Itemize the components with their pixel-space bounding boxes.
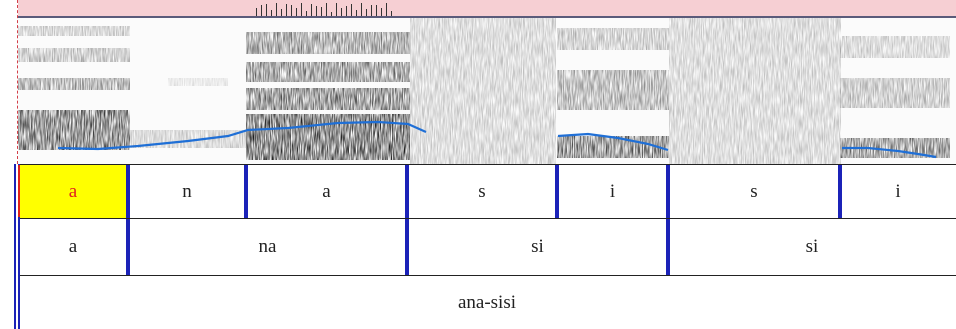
- tier-left-edge: [18, 164, 20, 329]
- waveform-tick: [346, 6, 347, 16]
- time-cursor[interactable]: [17, 0, 18, 164]
- syllable-interval[interactable]: si: [407, 219, 668, 275]
- syllable-interval[interactable]: na: [128, 219, 407, 275]
- spectrogram-band: [557, 136, 669, 158]
- segment-label: s: [478, 180, 486, 202]
- spectrogram-band: [18, 48, 130, 62]
- tier-divider: [18, 164, 956, 165]
- syllable-tier[interactable]: a na si si: [18, 219, 956, 275]
- waveform-tick: [371, 5, 372, 16]
- tier-divider: [18, 218, 956, 219]
- segment-label: a: [322, 180, 331, 202]
- waveform-tick: [266, 4, 267, 16]
- segment-boundary[interactable]: [838, 165, 842, 218]
- waveform-tick: [281, 9, 282, 16]
- segment-interval[interactable]: a: [246, 165, 407, 218]
- syllable-interval[interactable]: si: [668, 219, 956, 275]
- tier-divider: [18, 275, 956, 276]
- waveform-tick: [366, 9, 367, 16]
- waveform-tick: [381, 8, 382, 16]
- waveform-tick: [261, 5, 262, 16]
- segment-boundary[interactable]: [405, 165, 409, 218]
- waveform-tick: [286, 4, 287, 16]
- waveform-tick: [301, 3, 302, 16]
- syllable-label: na: [258, 236, 277, 257]
- spectrogram-band: [557, 28, 669, 50]
- waveform-tick: [351, 4, 352, 16]
- waveform-tick: [316, 6, 317, 16]
- waveform-tick: [311, 4, 312, 16]
- waveform-tick: [321, 7, 322, 16]
- segment-interval[interactable]: s: [407, 165, 557, 218]
- syllable-boundary[interactable]: [405, 219, 409, 275]
- segment-label: s: [750, 180, 758, 202]
- segment-label: i: [895, 180, 901, 202]
- segment-interval[interactable]: s: [668, 165, 840, 218]
- spectrogram-band: [669, 18, 841, 164]
- waveform-tick: [336, 3, 337, 16]
- spectrogram-band: [840, 36, 950, 58]
- spectrogram-band: [840, 78, 950, 108]
- selection-edge: [18, 165, 20, 217]
- spectrogram-panel[interactable]: [18, 18, 956, 164]
- syllable-label: a: [68, 236, 78, 257]
- waveform-tick: [341, 8, 342, 16]
- syllable-interval[interactable]: a: [18, 219, 128, 275]
- syllable-boundary[interactable]: [666, 219, 670, 275]
- segment-interval[interactable]: n: [128, 165, 246, 218]
- word-interval[interactable]: ana-sisi: [18, 276, 956, 329]
- waveform-tick: [326, 3, 327, 16]
- segment-label: a: [68, 180, 78, 202]
- segment-interval[interactable]: a: [18, 165, 128, 218]
- segment-interval[interactable]: i: [840, 165, 956, 218]
- spectrogram-band: [18, 26, 130, 36]
- waveform-tick: [376, 5, 377, 16]
- segment-interval[interactable]: i: [557, 165, 668, 218]
- word-label: ana-sisi: [457, 291, 517, 313]
- waveform-tick: [276, 3, 277, 16]
- segment-boundary[interactable]: [666, 165, 670, 218]
- waveform-divider: [18, 16, 956, 18]
- spectrogram-band: [840, 138, 950, 158]
- segment-boundary[interactable]: [555, 165, 559, 218]
- waveform-tick: [331, 12, 332, 16]
- waveform-tick: [386, 3, 387, 16]
- waveform-tick: [271, 10, 272, 16]
- spectrogram-band: [168, 78, 228, 86]
- spectrogram-band: [246, 88, 410, 110]
- spectrogram-band: [18, 78, 130, 90]
- spectrogram-image: [18, 18, 950, 164]
- syllable-boundary[interactable]: [126, 219, 130, 275]
- waveform-tick: [306, 11, 307, 16]
- spectrogram-band: [246, 32, 410, 54]
- syllable-label: si: [531, 236, 544, 257]
- segment-label: i: [609, 180, 616, 202]
- spectrogram-band: [410, 18, 556, 164]
- segment-boundary[interactable]: [244, 165, 248, 218]
- waveform-tick: [356, 10, 357, 16]
- spectrogram-band: [557, 70, 669, 110]
- waveform-tick: [296, 8, 297, 16]
- tier-left-edge: [14, 164, 16, 329]
- segment-boundary[interactable]: [126, 165, 130, 218]
- syllable-label: si: [805, 236, 819, 257]
- waveform-panel[interactable]: [18, 0, 956, 16]
- waveform-tick: [256, 8, 257, 16]
- pitch-track: [57, 120, 937, 159]
- waveform-tick: [391, 11, 392, 16]
- spectrogram-band: [246, 114, 410, 160]
- waveform-tick: [291, 5, 292, 16]
- segment-label: n: [182, 180, 192, 202]
- waveform-tick: [361, 3, 362, 16]
- spectrogram-band: [18, 110, 130, 150]
- spectrogram-band: [246, 62, 410, 82]
- word-tier[interactable]: ana-sisi: [18, 276, 956, 329]
